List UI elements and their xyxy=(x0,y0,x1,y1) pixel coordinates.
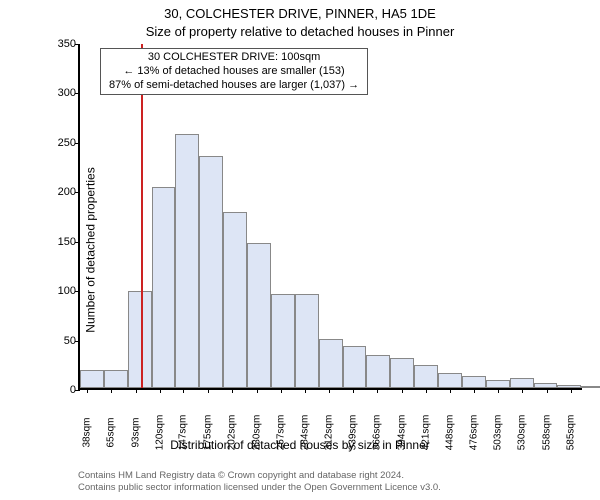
x-axis-label: Distribution of detached houses by size … xyxy=(0,438,600,452)
x-tick-mark xyxy=(426,388,427,393)
y-tick-mark xyxy=(75,341,80,342)
x-tick-mark xyxy=(183,388,184,393)
x-tick-mark xyxy=(522,388,523,393)
y-tick-mark xyxy=(75,390,80,391)
x-tick-mark xyxy=(87,388,88,393)
x-tick-mark xyxy=(571,388,572,393)
x-tick-mark xyxy=(160,388,161,393)
annotation-line1: 30 COLCHESTER DRIVE: 100sqm xyxy=(109,51,359,65)
y-tick-label: 300 xyxy=(38,87,76,99)
y-tick-mark xyxy=(75,242,80,243)
histogram-bar xyxy=(486,380,510,388)
x-tick-mark xyxy=(450,388,451,393)
histogram-bar xyxy=(390,358,414,388)
x-tick-mark xyxy=(281,388,282,393)
caption-line1: Contains HM Land Registry data © Crown c… xyxy=(78,470,441,482)
y-tick-mark xyxy=(75,93,80,94)
y-tick-label: 100 xyxy=(38,285,76,297)
y-tick-label: 200 xyxy=(38,186,76,198)
x-tick-mark xyxy=(547,388,548,393)
histogram-bar xyxy=(104,370,128,388)
bars-layer xyxy=(80,44,582,388)
plot-area: 050100150200250300350 38sqm65sqm93sqm120… xyxy=(78,44,582,390)
annotation-line3: 87% of semi-detached houses are larger (… xyxy=(109,79,359,93)
chart-container: 30, COLCHESTER DRIVE, PINNER, HA5 1DE Si… xyxy=(0,0,600,500)
x-tick-mark xyxy=(498,388,499,393)
histogram-bar xyxy=(128,291,152,388)
histogram-bar xyxy=(581,386,600,388)
y-tick-label: 250 xyxy=(38,137,76,149)
y-tick-mark xyxy=(75,143,80,144)
y-tick-label: 50 xyxy=(38,335,76,347)
histogram-bar xyxy=(175,134,199,388)
x-tick-mark xyxy=(402,388,403,393)
histogram-bar xyxy=(343,346,367,388)
x-tick-mark xyxy=(136,388,137,393)
marker-vline xyxy=(141,44,143,388)
x-tick-mark xyxy=(208,388,209,393)
annotation-line2: ← 13% of detached houses are smaller (15… xyxy=(109,65,359,79)
y-tick-mark xyxy=(75,44,80,45)
x-tick-mark xyxy=(111,388,112,393)
y-tick-mark xyxy=(75,192,80,193)
x-tick-mark xyxy=(474,388,475,393)
x-tick-mark xyxy=(329,388,330,393)
histogram-bar xyxy=(414,365,438,388)
histogram-bar xyxy=(534,383,558,388)
x-tick-mark xyxy=(305,388,306,393)
histogram-bar xyxy=(152,187,176,388)
chart-title-line1: 30, COLCHESTER DRIVE, PINNER, HA5 1DE xyxy=(0,6,600,21)
y-tick-label: 350 xyxy=(38,38,76,50)
x-tick-mark xyxy=(257,388,258,393)
y-tick-label: 150 xyxy=(38,236,76,248)
y-tick-label: 0 xyxy=(38,384,76,396)
histogram-bar xyxy=(271,294,295,388)
caption: Contains HM Land Registry data © Crown c… xyxy=(78,470,441,494)
histogram-bar xyxy=(366,355,390,388)
histogram-bar xyxy=(80,370,104,388)
histogram-bar xyxy=(319,339,343,388)
histogram-bar xyxy=(557,385,581,388)
x-tick-mark xyxy=(232,388,233,393)
histogram-bar xyxy=(247,243,271,388)
histogram-bar xyxy=(438,373,462,388)
annotation-box: 30 COLCHESTER DRIVE: 100sqm ← 13% of det… xyxy=(100,48,368,95)
x-tick-mark xyxy=(377,388,378,393)
histogram-bar xyxy=(223,212,247,388)
chart-title-line2: Size of property relative to detached ho… xyxy=(0,24,600,39)
caption-line2: Contains public sector information licen… xyxy=(78,482,441,494)
histogram-bar xyxy=(510,378,534,388)
x-tick-mark xyxy=(353,388,354,393)
y-tick-mark xyxy=(75,291,80,292)
histogram-bar xyxy=(295,294,319,388)
histogram-bar xyxy=(199,156,223,388)
histogram-bar xyxy=(462,376,486,388)
